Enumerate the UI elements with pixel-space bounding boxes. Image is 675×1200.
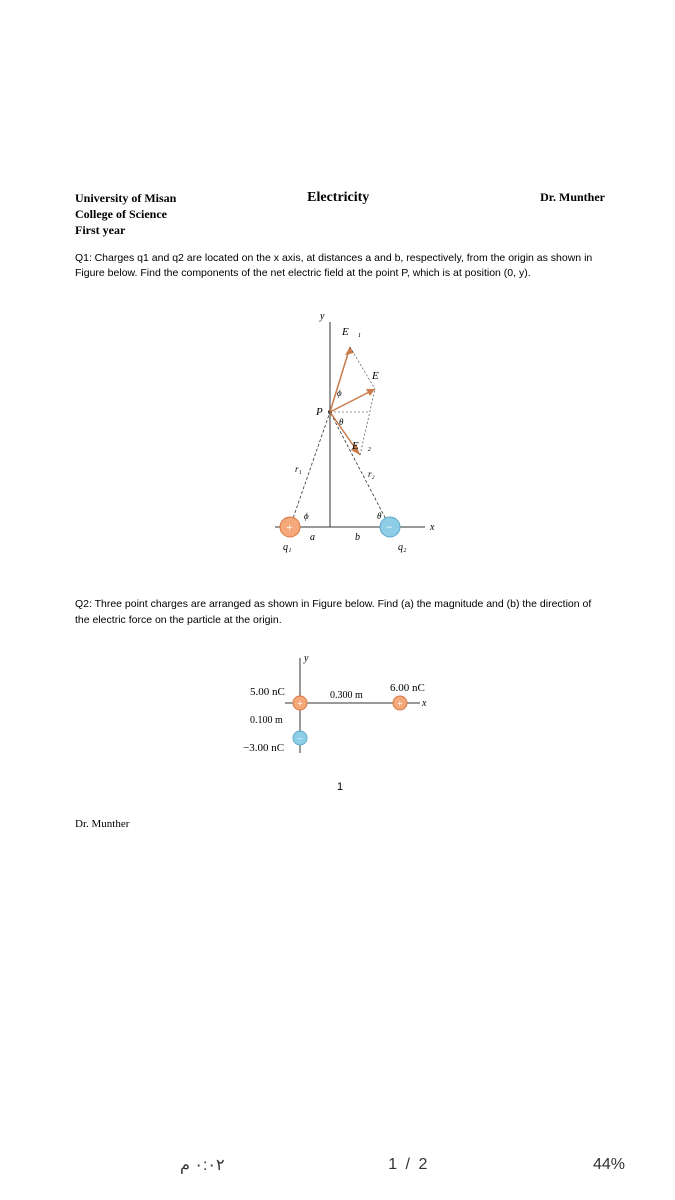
course-title: Electricity	[136, 190, 540, 206]
e1-label: E⃗₁	[341, 326, 361, 338]
q2-text: Three point charges are arranged as show…	[75, 598, 591, 626]
q1-charge-label: q₁	[283, 542, 291, 553]
theta-label-bottom: θ	[377, 511, 382, 521]
theta-label-top: θ	[339, 417, 344, 427]
q2-charge-label: q₂	[398, 542, 407, 553]
p-label: P	[315, 406, 323, 418]
clock-display: ٠:٠٢ م	[180, 1155, 225, 1175]
x-axis-label: x	[429, 522, 435, 533]
svg-text:+: +	[397, 699, 403, 710]
y-axis-label: y	[319, 311, 325, 322]
q2-sign: −	[386, 520, 393, 534]
page-number: 1	[75, 781, 605, 793]
q1-label: Q1:	[75, 252, 92, 264]
q-origin-label: 5.00 nC	[250, 686, 285, 698]
svg-text:+: +	[297, 699, 303, 710]
year-level: First year	[75, 222, 176, 238]
page-indicator[interactable]: 1 / 2	[388, 1156, 429, 1174]
a-label: a	[310, 532, 315, 543]
dist-x-label: 0.300 m	[330, 690, 363, 701]
q1-text: Charges q1 and q2 are located on the x a…	[75, 252, 592, 280]
viewer-bottom-bar: ٠:٠٢ م 1 / 2 44%	[0, 1155, 675, 1175]
q1-sign: +	[286, 520, 293, 534]
q1-figure: x y r₁ r₂ P E⃗₁ E⃗₂ E⃗ ϕ θ ϕ θ a	[220, 297, 460, 567]
header: University of Misan College of Science F…	[75, 190, 605, 239]
question-2: Q2: Three point charges are arranged as …	[75, 597, 605, 628]
q-right-label: 6.00 nC	[390, 682, 425, 694]
q2-figure: y x + 5.00 nC + 6.00 nC − −3.00 nC 0.300…	[190, 643, 490, 783]
question-1: Q1: Charges q1 and q2 are located on the…	[75, 251, 605, 282]
footer-author: Dr. Munther	[75, 818, 605, 830]
college-name: College of Science	[75, 206, 176, 222]
phi-label-top: ϕ	[337, 388, 342, 398]
q2-y-label: y	[303, 653, 309, 664]
e-label: E⃗	[371, 370, 387, 382]
q2-x-label: x	[421, 698, 427, 709]
svg-text:−: −	[297, 734, 303, 745]
r1-label: r₁	[295, 464, 302, 474]
document-page: University of Misan College of Science F…	[75, 190, 605, 830]
b-label: b	[355, 532, 360, 543]
q-bottom-label: −3.00 nC	[243, 742, 284, 754]
phi-label-bottom: ϕ	[304, 511, 309, 521]
zoom-level[interactable]: 44%	[593, 1156, 625, 1174]
q2-label: Q2:	[75, 598, 92, 610]
instructor-name: Dr. Munther	[540, 190, 605, 205]
dist-y-label: 0.100 m	[250, 715, 283, 726]
r2-label: r₂	[368, 469, 375, 479]
